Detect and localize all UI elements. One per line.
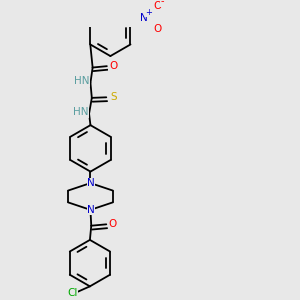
Text: N: N — [87, 178, 95, 188]
Text: O: O — [154, 24, 162, 34]
Text: -: - — [161, 0, 164, 6]
Text: HN: HN — [73, 107, 88, 117]
Text: N: N — [140, 13, 148, 23]
Text: HN: HN — [74, 76, 89, 86]
Text: O: O — [109, 219, 117, 229]
Text: N: N — [87, 205, 95, 215]
Text: Cl: Cl — [68, 288, 78, 298]
Text: O: O — [109, 61, 117, 70]
Text: S: S — [110, 92, 117, 102]
Text: +: + — [146, 8, 152, 17]
Text: O: O — [154, 1, 162, 11]
